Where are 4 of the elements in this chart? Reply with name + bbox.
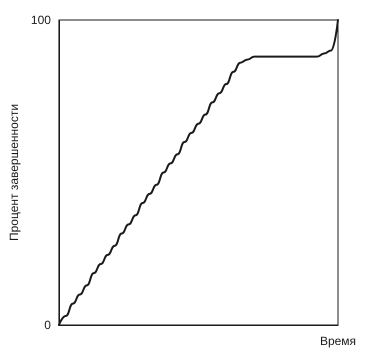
y-axis-title: Процент завершенности (7, 104, 21, 242)
y-tick-label: 0 (44, 318, 52, 332)
x-axis-title: Время (320, 334, 356, 348)
y-tick-label: 100 (30, 13, 52, 27)
